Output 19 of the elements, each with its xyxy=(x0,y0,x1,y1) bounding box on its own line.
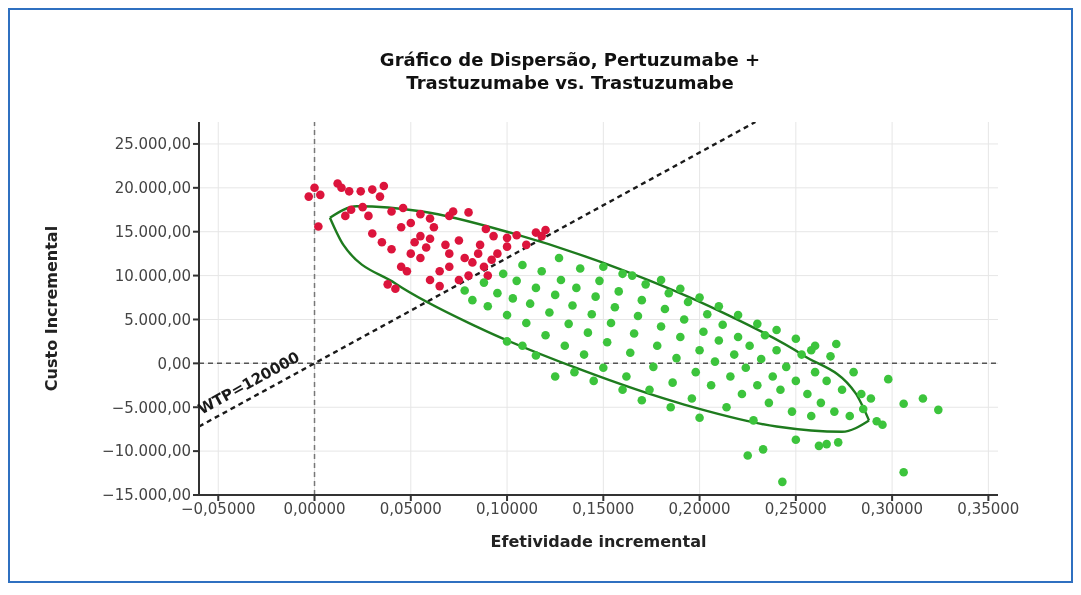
y-tick-label: 0,00 xyxy=(157,354,191,373)
y-tick-label: 25.000,00 xyxy=(114,135,191,154)
y-tick-label: 5.000,00 xyxy=(124,310,191,329)
x-tick-label: 0,35000 xyxy=(957,499,1020,518)
x-tick-label: 0,15000 xyxy=(572,499,635,518)
y-tick-label: −5.000,00 xyxy=(111,398,191,417)
x-tick-label: 0,10000 xyxy=(476,499,539,518)
x-tick-label: 0,00000 xyxy=(283,499,346,518)
x-tick-label: 0,25000 xyxy=(764,499,827,518)
x-tick-label: 0,30000 xyxy=(861,499,924,518)
x-axis-title: Efetividade incremental xyxy=(490,532,707,551)
y-tick-label: 10.000,00 xyxy=(114,266,191,285)
chart-title: Gráfico de Dispersão, Pertuzumabe + Trastuzumabe vs. Trastuzumabe xyxy=(378,48,762,94)
x-tick-label: 0,05000 xyxy=(379,499,442,518)
y-tick-label: 15.000,00 xyxy=(114,223,191,242)
y-tick-label: −10.000,00 xyxy=(102,442,191,461)
y-tick-label: 20.000,00 xyxy=(114,179,191,198)
y-axis-title: Custo Incremental xyxy=(41,225,61,392)
x-tick-label: 0,20000 xyxy=(668,499,731,518)
